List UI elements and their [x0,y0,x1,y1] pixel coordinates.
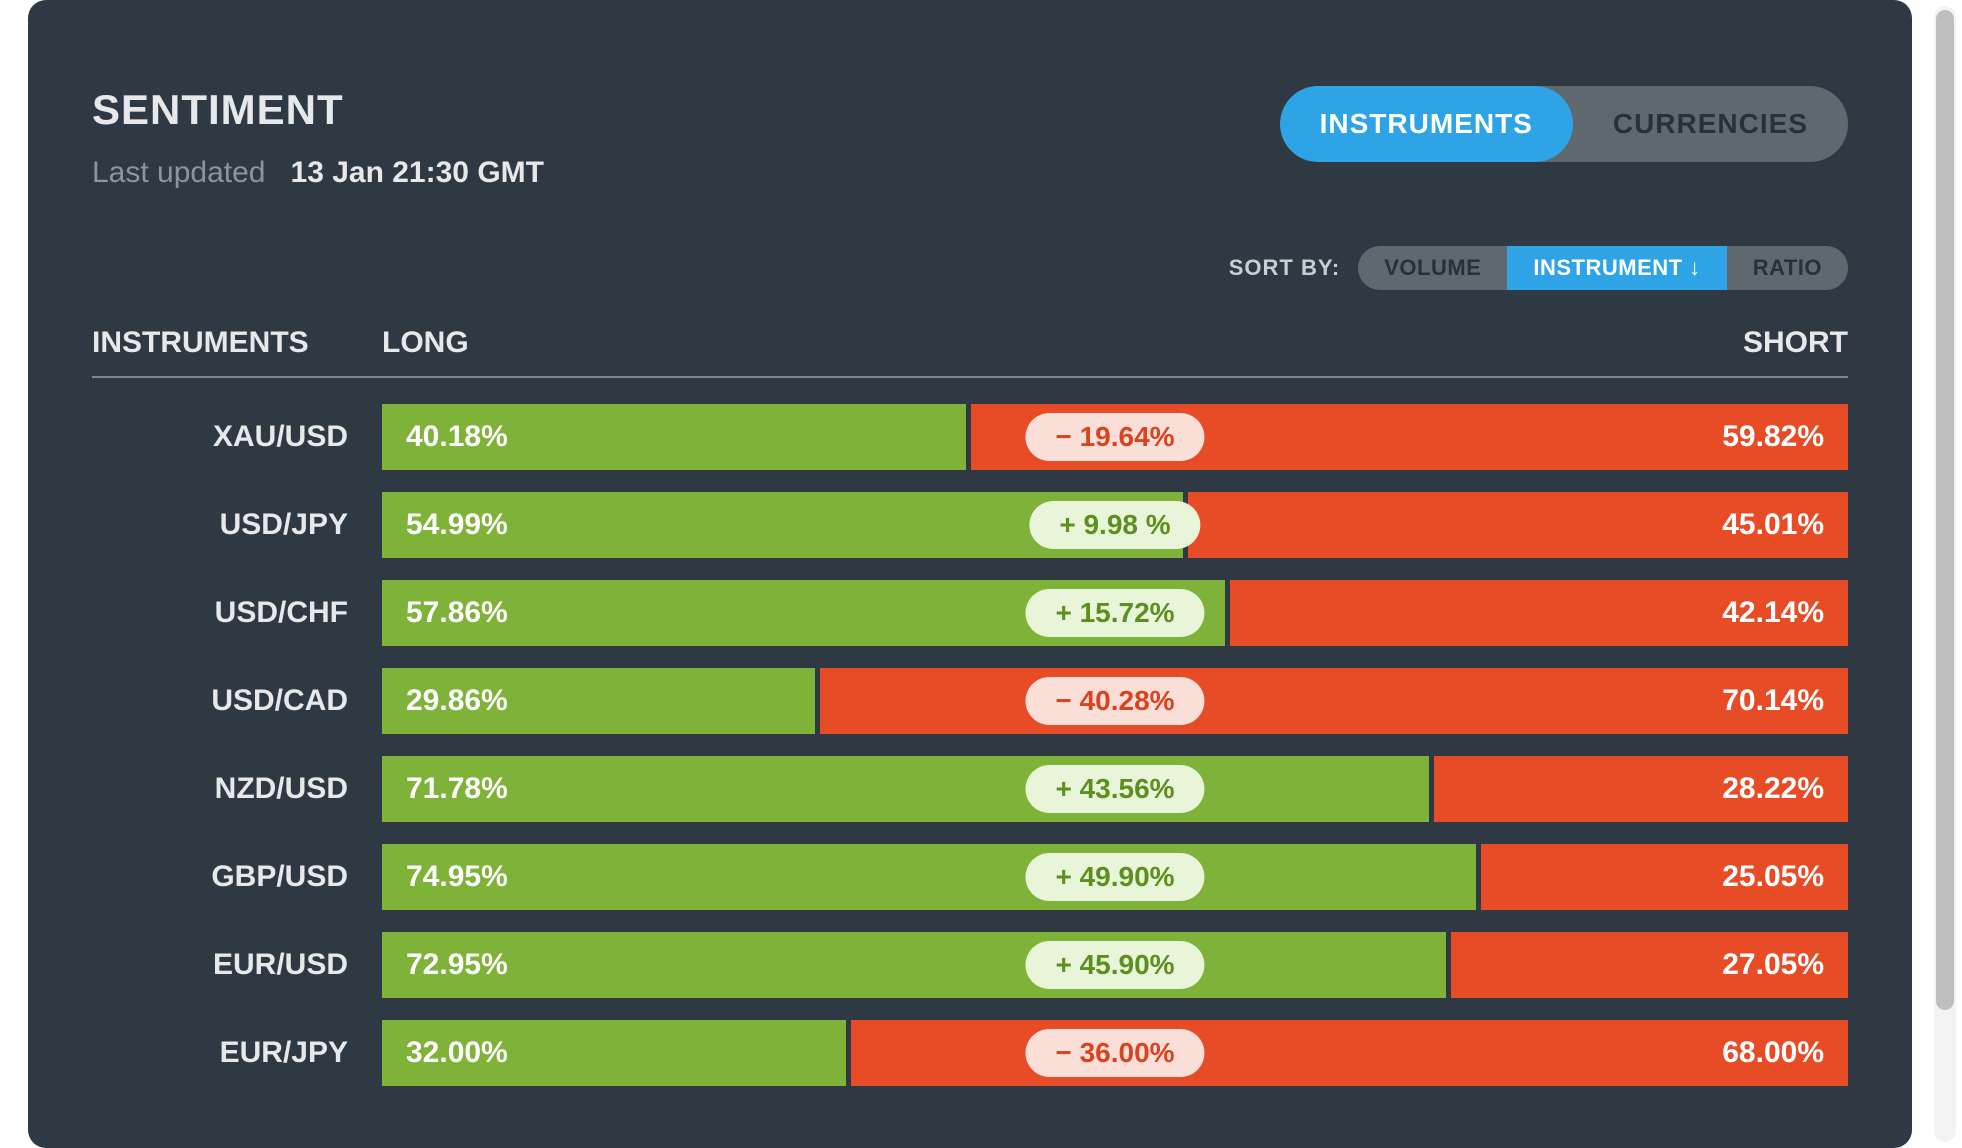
rows-container: XAU/USD40.18%59.82%− 19.64% USD/JPY54.99%… [92,404,1848,1086]
sort-row: SORT BY: VOLUME INSTRUMENT ↓ RATIO [92,246,1848,290]
scrollbar[interactable] [1934,6,1956,1142]
table-row[interactable]: NZD/USD71.78%28.22% + 43.56% [92,756,1848,822]
instrument-name: XAU/USD [92,420,382,454]
long-segment: 29.86% [382,668,820,734]
tab-instruments[interactable]: INSTRUMENTS [1280,86,1573,162]
sentiment-bar: 71.78%28.22% + 43.56% [382,756,1848,822]
last-updated-label: Last updated [92,156,265,189]
delta-pill: + 45.90% [1025,941,1204,989]
delta-pill: − 36.00% [1025,1029,1204,1077]
long-segment: 40.18% [382,404,971,470]
header-row: SENTIMENT Last updated 13 Jan 21:30 GMT … [92,86,1848,190]
delta-pill: + 9.98 % [1029,501,1200,549]
scrollbar-thumb[interactable] [1936,10,1954,1010]
short-segment: 27.05% [1451,932,1848,998]
page-title: SENTIMENT [92,86,544,134]
short-segment: 25.05% [1481,844,1848,910]
sentiment-bar: 54.99%45.01%+ 9.98 % [382,492,1848,558]
short-segment: 68.00% [851,1020,1848,1086]
instrument-name: USD/JPY [92,508,382,542]
instrument-name: USD/CHF [92,596,382,630]
sort-toggle: VOLUME INSTRUMENT ↓ RATIO [1358,246,1848,290]
sentiment-bar: 40.18%59.82%− 19.64% [382,404,1848,470]
sort-instrument[interactable]: INSTRUMENT ↓ [1507,246,1726,290]
sort-ratio[interactable]: RATIO [1727,246,1848,290]
delta-pill: − 19.64% [1025,413,1204,461]
col-short: SHORT [1648,326,1848,360]
table-row[interactable]: USD/CHF57.86%42.14%+ 15.72% [92,580,1848,646]
table-row[interactable]: USD/JPY54.99%45.01%+ 9.98 % [92,492,1848,558]
long-segment: 74.95% [382,844,1481,910]
col-long: LONG [382,326,1648,360]
instrument-name: EUR/USD [92,948,382,982]
sort-by-label: SORT BY: [1229,255,1340,281]
sentiment-panel: SENTIMENT Last updated 13 Jan 21:30 GMT … [28,0,1912,1148]
short-segment: 70.14% [820,668,1848,734]
table-row[interactable]: GBP/USD74.95%25.05% + 49.90% [92,844,1848,910]
instrument-name: USD/CAD [92,684,382,718]
sort-volume[interactable]: VOLUME [1358,246,1507,290]
sentiment-bar: 72.95%27.05% + 45.90% [382,932,1848,998]
delta-pill: + 43.56% [1025,765,1204,813]
table-row[interactable]: EUR/JPY32.00%68.00%− 36.00% [92,1020,1848,1086]
short-segment: 42.14% [1230,580,1848,646]
view-toggle: INSTRUMENTS CURRENCIES [1280,86,1848,162]
last-updated-value: 13 Jan 21:30 GMT [291,156,544,189]
table-row[interactable]: EUR/USD72.95%27.05% + 45.90% [92,932,1848,998]
instrument-name: GBP/USD [92,860,382,894]
instrument-name: EUR/JPY [92,1036,382,1070]
sentiment-bar: 57.86%42.14%+ 15.72% [382,580,1848,646]
delta-pill: + 49.90% [1025,853,1204,901]
viewport: SENTIMENT Last updated 13 Jan 21:30 GMT … [0,0,1962,1148]
delta-pill: − 40.28% [1025,677,1204,725]
tab-currencies[interactable]: CURRENCIES [1573,86,1848,162]
title-block: SENTIMENT Last updated 13 Jan 21:30 GMT [92,86,544,190]
long-segment: 71.78% [382,756,1434,822]
long-segment: 72.95% [382,932,1451,998]
sentiment-bar: 29.86%70.14%− 40.28% [382,668,1848,734]
table-row[interactable]: USD/CAD29.86%70.14%− 40.28% [92,668,1848,734]
col-instruments: INSTRUMENTS [92,326,382,360]
short-segment: 45.01% [1188,492,1848,558]
columns-header: INSTRUMENTS LONG SHORT [92,326,1848,378]
last-updated: Last updated 13 Jan 21:30 GMT [92,156,544,190]
long-segment: 32.00% [382,1020,851,1086]
sentiment-bar: 32.00%68.00%− 36.00% [382,1020,1848,1086]
short-segment: 28.22% [1434,756,1848,822]
instrument-name: NZD/USD [92,772,382,806]
delta-pill: + 15.72% [1025,589,1204,637]
sentiment-bar: 74.95%25.05% + 49.90% [382,844,1848,910]
table-row[interactable]: XAU/USD40.18%59.82%− 19.64% [92,404,1848,470]
